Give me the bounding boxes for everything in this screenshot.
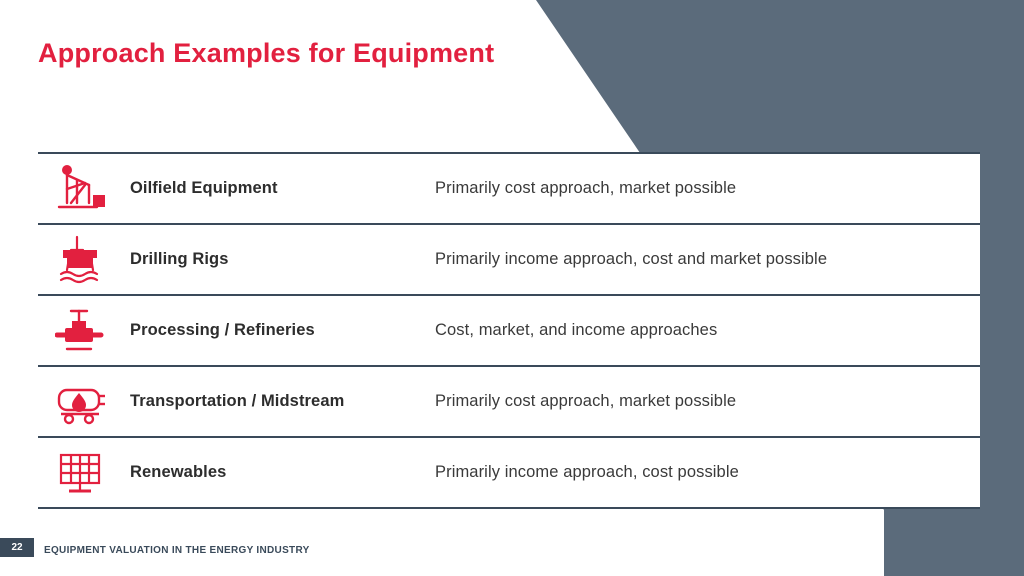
row-label: Oilfield Equipment bbox=[130, 179, 278, 197]
page-number-badge: 22 bbox=[0, 538, 34, 557]
row-description: Primarily income approach, cost and mark… bbox=[435, 250, 828, 268]
tanker-truck-icon bbox=[38, 367, 130, 436]
row-label: Processing / Refineries bbox=[130, 321, 315, 339]
page-title: Approach Examples for Equipment bbox=[38, 38, 495, 68]
offshore-drilling-rig-icon bbox=[38, 225, 130, 294]
solar-panel-icon bbox=[38, 438, 130, 507]
footer-text: EQUIPMENT VALUATION IN THE ENERGY INDUST… bbox=[44, 545, 310, 556]
row-description: Cost, market, and income approaches bbox=[435, 321, 718, 339]
row-label: Transportation / Midstream bbox=[130, 392, 345, 410]
approach-table: Oilfield Equipment Primarily cost approa… bbox=[38, 152, 980, 509]
table-row: Processing / Refineries Cost, market, an… bbox=[38, 294, 980, 365]
row-label: Renewables bbox=[130, 463, 227, 481]
row-description: Primarily cost approach, market possible bbox=[435, 179, 737, 197]
pipeline-valve-icon bbox=[38, 296, 130, 365]
row-label: Drilling Rigs bbox=[130, 250, 229, 268]
table-row: Renewables Primarily income approach, co… bbox=[38, 436, 980, 509]
oil-pumpjack-icon bbox=[38, 154, 130, 223]
row-description: Primarily cost approach, market possible bbox=[435, 392, 737, 410]
table-row: Transportation / Midstream Primarily cos… bbox=[38, 365, 980, 436]
row-description: Primarily income approach, cost possible bbox=[435, 463, 739, 481]
table-row: Drilling Rigs Primarily income approach,… bbox=[38, 223, 980, 294]
table-row: Oilfield Equipment Primarily cost approa… bbox=[38, 152, 980, 223]
